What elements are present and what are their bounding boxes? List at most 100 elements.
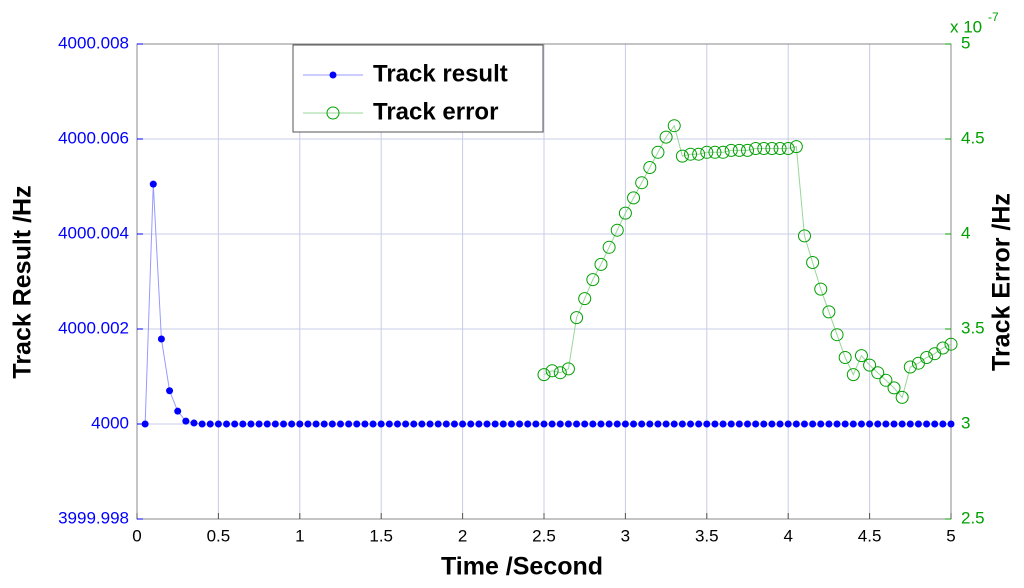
data-point xyxy=(687,420,695,428)
data-point xyxy=(732,143,746,157)
data-point xyxy=(659,130,673,144)
data-point xyxy=(662,420,670,428)
y-tick-label: 4000.006 xyxy=(58,128,129,147)
data-point xyxy=(914,420,922,428)
y-tick-label: 4000.008 xyxy=(58,33,129,52)
data-point xyxy=(393,420,401,428)
data-point xyxy=(320,420,328,428)
data-point xyxy=(402,420,410,428)
data-point xyxy=(206,420,214,428)
data-point xyxy=(345,420,353,428)
data-point xyxy=(890,420,898,428)
data-point xyxy=(898,420,906,428)
data-point xyxy=(667,119,681,133)
data-point xyxy=(866,420,874,428)
x-axis-label: Time /Second xyxy=(441,553,603,581)
data-point xyxy=(741,143,754,157)
data-point xyxy=(814,282,828,296)
data-point xyxy=(491,420,499,428)
data-point xyxy=(337,420,344,428)
data-point xyxy=(499,420,507,428)
data-point xyxy=(700,145,714,159)
data-point xyxy=(825,420,833,428)
data-point xyxy=(817,420,825,428)
data-point xyxy=(602,240,616,254)
x-tick-label: 5 xyxy=(946,526,955,545)
data-point xyxy=(887,381,901,395)
data-point xyxy=(377,420,385,428)
data-point xyxy=(744,420,751,428)
data-point xyxy=(923,420,931,428)
data-point xyxy=(895,390,909,404)
data-point xyxy=(586,273,600,287)
data-point xyxy=(781,142,795,155)
data-point xyxy=(548,420,556,428)
data-point xyxy=(906,420,914,428)
data-point xyxy=(556,420,564,428)
data-point xyxy=(863,358,877,372)
data-point xyxy=(214,420,222,428)
x-tick-label: 1.5 xyxy=(369,526,393,545)
x-tick-label: 2.5 xyxy=(532,526,556,545)
y2-tick-label: 5 xyxy=(961,33,970,52)
data-point xyxy=(434,420,442,428)
legend-marker xyxy=(329,71,337,79)
data-point xyxy=(578,292,592,306)
x-tick-label: 3 xyxy=(621,526,630,545)
series-line xyxy=(144,184,951,425)
data-point xyxy=(483,420,491,428)
data-point xyxy=(944,337,958,351)
data-point xyxy=(849,420,857,428)
x-tick-label: 3.5 xyxy=(695,526,719,545)
data-point xyxy=(296,420,304,428)
data-point xyxy=(716,145,730,159)
data-point xyxy=(797,229,811,243)
y2-exponent: -7 xyxy=(988,10,999,24)
data-point xyxy=(643,161,657,174)
data-point xyxy=(882,420,890,428)
data-point xyxy=(594,257,608,271)
data-point xyxy=(255,420,263,428)
data-point xyxy=(727,420,735,428)
x-tick-label: 2 xyxy=(458,526,467,545)
data-point xyxy=(304,420,312,428)
data-point xyxy=(670,420,678,428)
data-point xyxy=(540,420,548,428)
data-point xyxy=(613,420,621,428)
y-tick-label: 4000 xyxy=(91,413,129,432)
data-point xyxy=(141,420,149,428)
data-point xyxy=(174,407,182,415)
data-point xyxy=(692,147,706,161)
data-point xyxy=(410,420,418,428)
data-point xyxy=(708,145,722,159)
data-point xyxy=(874,420,882,428)
data-point xyxy=(931,420,939,428)
data-point xyxy=(675,149,689,163)
data-point xyxy=(846,368,860,382)
x-tick-label: 0.5 xyxy=(207,526,231,545)
data-point xyxy=(231,420,239,428)
data-point xyxy=(703,420,711,428)
data-point xyxy=(361,420,369,428)
data-point xyxy=(749,142,763,155)
data-point xyxy=(765,142,779,155)
data-point xyxy=(328,420,336,428)
data-point xyxy=(871,366,885,380)
data-point xyxy=(800,420,808,428)
data-point xyxy=(768,420,776,428)
data-point xyxy=(830,328,844,342)
data-point xyxy=(442,420,450,428)
data-point xyxy=(553,366,567,380)
y-axis-label: Track Result /Hz xyxy=(9,185,37,378)
data-point xyxy=(651,145,665,159)
data-point xyxy=(589,420,597,428)
data-point xyxy=(247,420,255,428)
data-point xyxy=(610,223,624,237)
data-point xyxy=(198,420,206,428)
legend-box xyxy=(292,44,544,133)
data-point xyxy=(627,191,641,205)
data-point xyxy=(271,420,279,428)
data-point xyxy=(618,206,632,220)
data-point xyxy=(312,420,320,428)
data-point xyxy=(467,420,475,428)
